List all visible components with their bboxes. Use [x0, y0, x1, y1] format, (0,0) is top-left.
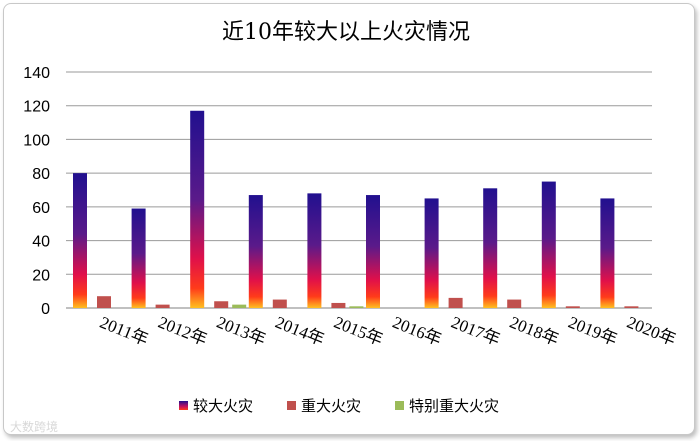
- y-tick-label: 20: [32, 267, 50, 284]
- bar-extraordinary: [349, 306, 364, 308]
- bar-major: [73, 173, 87, 308]
- bar-major: [307, 193, 322, 308]
- bar-serious: [214, 301, 229, 308]
- y-tick-label: 0: [41, 301, 50, 318]
- y-tick-label: 80: [32, 166, 50, 183]
- bar-major: [248, 195, 263, 308]
- bar-extraordinary: [232, 304, 247, 308]
- chart-frame: [3, 3, 695, 435]
- bar-major: [483, 188, 498, 308]
- bar-major: [424, 198, 439, 308]
- x-category-label: 2012年: [155, 313, 209, 350]
- x-category-label: 2020年: [624, 313, 678, 350]
- legend-label: 特别重大火灾: [409, 397, 499, 415]
- legend-swatch: [287, 401, 296, 410]
- legend-swatch: [395, 401, 404, 410]
- legend-label: 重大火灾: [301, 397, 361, 415]
- bar-major: [366, 195, 380, 308]
- bar-serious: [97, 296, 111, 308]
- x-category-label: 2019年: [566, 313, 620, 350]
- x-category-label: 2014年: [273, 313, 327, 350]
- bar-serious: [565, 306, 580, 308]
- bar-serious: [331, 302, 346, 308]
- bar-major: [541, 181, 556, 308]
- legend-label: 较大火灾: [193, 397, 253, 415]
- bar-serious: [272, 299, 287, 308]
- x-category-label: 2015年: [331, 313, 385, 350]
- bar-serious: [155, 304, 170, 308]
- watermark: 大数跨境: [10, 420, 59, 434]
- legend-swatch: [179, 401, 188, 410]
- bar-major: [131, 208, 146, 308]
- bar-serious: [448, 297, 463, 308]
- bar-serious: [507, 299, 522, 308]
- bar-serious: [624, 306, 639, 308]
- y-tick-label: 120: [23, 99, 50, 116]
- x-category-label: 2011年: [97, 313, 151, 349]
- y-tick-label: 40: [32, 234, 50, 251]
- y-tick-label: 100: [23, 132, 50, 149]
- x-category-label: 2017年: [448, 313, 502, 350]
- x-category-label: 2016年: [390, 313, 444, 350]
- chart-title: 近10年较大以上火灾情况: [222, 20, 470, 45]
- x-category-label: 2018年: [507, 313, 561, 350]
- y-tick-label: 60: [32, 200, 50, 217]
- bar-major: [600, 198, 615, 308]
- bar-major: [190, 110, 205, 309]
- x-category-label: 2013年: [214, 313, 268, 350]
- y-tick-label: 140: [23, 65, 50, 82]
